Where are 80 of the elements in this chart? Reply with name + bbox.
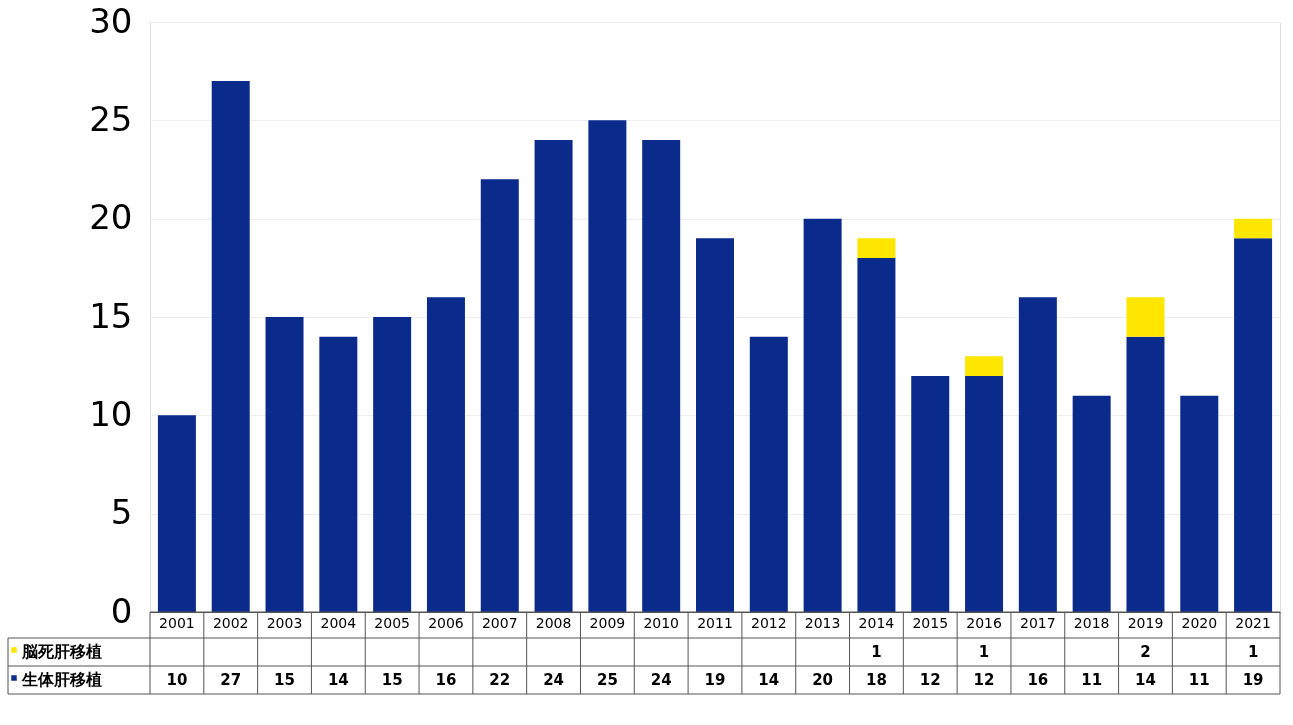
legend-label: 脳死肝移植	[21, 642, 102, 661]
bar	[157, 415, 196, 612]
x-tick-label: 2009	[589, 614, 626, 631]
bar	[534, 140, 573, 612]
data-label: 24	[543, 671, 565, 689]
bar	[1072, 395, 1111, 612]
y-tick-label: 0	[110, 590, 133, 631]
bar	[211, 81, 250, 612]
bar	[373, 317, 412, 612]
data-label: 2	[1140, 643, 1151, 661]
x-tick-label: 2011	[697, 614, 733, 631]
x-tick-label: 2015	[912, 614, 949, 631]
data-label: 1	[978, 643, 990, 661]
x-tick-label: 2006	[428, 614, 464, 631]
x-tick-label: 2007	[481, 614, 518, 631]
bar	[749, 336, 788, 612]
data-label: 1	[1247, 643, 1259, 661]
bar	[1180, 395, 1219, 612]
x-tick-label: 2003	[266, 614, 303, 631]
x-tick-label: 2013	[804, 614, 841, 631]
data-label: 16	[435, 671, 457, 689]
x-tick-label: 2017	[1020, 614, 1056, 631]
x-tick-label: 2004	[320, 614, 357, 631]
bar	[857, 238, 896, 258]
y-tick-label: 5	[110, 492, 133, 533]
data-label: 20	[812, 671, 834, 689]
data-label: 10	[166, 671, 188, 689]
bar	[965, 376, 1004, 612]
y-tick-label: 20	[89, 197, 133, 238]
bar	[911, 376, 950, 612]
data-label: 14	[327, 671, 349, 689]
bar	[265, 317, 304, 612]
x-tick-label: 2020	[1181, 614, 1218, 631]
bar	[1126, 297, 1165, 337]
bar	[696, 238, 734, 612]
data-label: 12	[919, 671, 941, 689]
x-tick-label: 2010	[643, 614, 680, 631]
bar	[1234, 218, 1273, 239]
bar	[803, 218, 842, 612]
x-tick-label: 2001	[159, 614, 195, 631]
data-label: 16	[1027, 671, 1049, 689]
x-tick-label: 2008	[535, 614, 572, 631]
legend-label: 生体肝移植	[21, 670, 102, 689]
y-tick-label: 15	[89, 295, 133, 336]
data-label: 12	[973, 671, 995, 689]
bar	[480, 179, 519, 612]
bar	[1234, 238, 1273, 612]
y-tick-label: 10	[89, 393, 133, 434]
data-label: 15	[381, 671, 403, 689]
data-label: 22	[489, 671, 511, 689]
data-label: 19	[1242, 671, 1264, 689]
x-tick-label: 2021	[1235, 614, 1271, 631]
x-tick-label: 2002	[212, 614, 249, 631]
data-label: 11	[1081, 671, 1103, 689]
data-label: 14	[1135, 671, 1156, 689]
bar	[642, 140, 681, 612]
bar	[588, 120, 627, 612]
x-tick-label: 2005	[374, 614, 410, 631]
data-label: 14	[758, 671, 780, 689]
data-label: 11	[1188, 671, 1210, 689]
data-label: 15	[274, 671, 295, 689]
bar	[1018, 297, 1057, 612]
bar	[965, 356, 1004, 376]
data-label: 24	[650, 671, 672, 689]
x-tick-label: 2014	[858, 614, 895, 631]
x-tick-label: 2019	[1127, 614, 1164, 631]
bar	[426, 297, 465, 612]
data-label: 27	[220, 671, 242, 689]
data-label: 19	[704, 671, 726, 689]
data-label: 18	[865, 671, 887, 689]
data-label: 25	[596, 671, 618, 689]
bar	[319, 336, 358, 612]
y-tick-label: 25	[89, 98, 133, 139]
x-tick-label: 2018	[1073, 614, 1110, 631]
y-tick-label: 30	[89, 0, 133, 41]
x-tick-label: 2012	[750, 614, 787, 631]
data-label: 1	[871, 643, 882, 661]
x-tick-label: 2016	[966, 614, 1002, 631]
bar	[857, 258, 896, 612]
bar	[1126, 336, 1165, 612]
